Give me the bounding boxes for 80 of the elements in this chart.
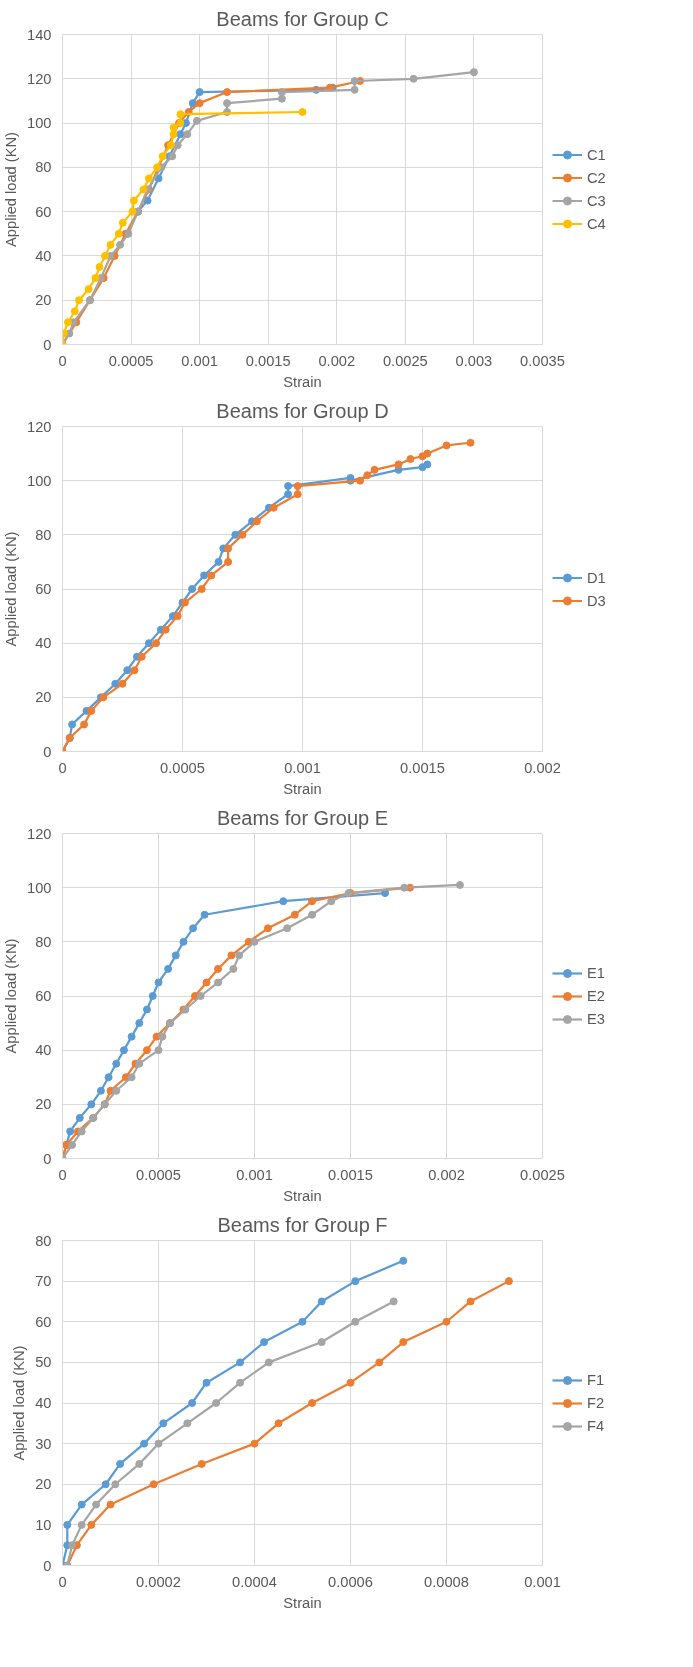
- chart-title: Beams for Group C: [216, 7, 389, 30]
- legend-label: F2: [587, 1394, 606, 1411]
- x-tick-label: 0.002: [524, 759, 561, 776]
- x-tick-label: 0: [58, 1573, 67, 1590]
- x-tick-label: 0.0006: [328, 1573, 373, 1590]
- legend-label: E2: [587, 987, 606, 1004]
- x-tick-label: 0.0004: [232, 1573, 277, 1590]
- chart-title: Beams for Group E: [216, 806, 389, 829]
- x-tick-label: 0.0002: [136, 1573, 181, 1590]
- legend-label: C2: [587, 169, 607, 186]
- y-tick-label: 40: [35, 1395, 52, 1411]
- y-tick-label: 0: [43, 1557, 52, 1574]
- legend-label: E1: [587, 964, 606, 981]
- chart-title: Beams for Group F: [217, 1213, 388, 1236]
- x-tick-label: 0.001: [284, 759, 321, 776]
- y-tick-label: 0: [43, 336, 52, 353]
- x-tick-label: 0: [58, 352, 67, 369]
- legend-label: F1: [587, 1371, 606, 1388]
- y-tick-label: 0: [43, 1150, 52, 1167]
- x-tick-label: 0.002: [428, 1166, 465, 1183]
- x-tick-label: 0.0015: [245, 352, 291, 369]
- y-tick-label: 80: [35, 933, 52, 950]
- x-tick-label: 0.002: [318, 352, 356, 369]
- y-tick-label: 20: [35, 689, 52, 706]
- x-tick-label: 0.0005: [136, 1166, 181, 1183]
- legend-label: F4: [587, 1417, 606, 1434]
- x-tick-label: 0.001: [181, 352, 218, 369]
- x-tick-label: 0.0035: [520, 352, 565, 369]
- y-tick-label: 40: [35, 247, 52, 264]
- y-tick-label: 120: [27, 418, 52, 435]
- x-tick-label: 0.0015: [328, 1166, 373, 1183]
- y-tick-label: 60: [35, 988, 52, 1004]
- y-tick-label: 100: [27, 472, 52, 489]
- x-tick-label: 0.0015: [400, 759, 445, 776]
- x-axis-title: Strain: [283, 1187, 322, 1204]
- y-axis-title: Applied load (KN): [3, 531, 20, 647]
- x-tick-label: 0.0005: [160, 759, 205, 776]
- x-tick-label: 0.001: [524, 1573, 561, 1590]
- y-tick-label: 40: [35, 1042, 52, 1059]
- y-tick-label: 120: [27, 70, 52, 87]
- y-tick-label: 140: [27, 26, 52, 43]
- y-tick-label: 60: [35, 1313, 52, 1330]
- x-tick-label: 0.0025: [520, 1166, 565, 1183]
- x-axis-title: Strain: [283, 780, 322, 797]
- y-tick-label: 70: [35, 1273, 52, 1290]
- y-tick-label: 100: [27, 879, 52, 896]
- y-tick-label: 20: [35, 1476, 52, 1493]
- x-axis-title: Strain: [283, 373, 322, 390]
- y-tick-label: 60: [35, 203, 52, 220]
- y-tick-label: 30: [35, 1435, 52, 1452]
- x-tick-label: 0.0008: [424, 1573, 469, 1590]
- y-tick-label: 10: [35, 1516, 52, 1533]
- legend-label: C4: [587, 215, 607, 232]
- y-tick-label: 40: [35, 635, 52, 652]
- chart-title: Beams for Group D: [216, 399, 389, 422]
- y-tick-label: 120: [27, 825, 52, 842]
- y-tick-label: 80: [35, 1232, 52, 1249]
- x-axis-title: Strain: [283, 1594, 322, 1611]
- y-tick-label: 60: [35, 581, 52, 597]
- y-axis-title: Applied load (KN): [3, 132, 20, 247]
- y-tick-label: 20: [35, 1096, 52, 1113]
- x-tick-label: 0.0025: [382, 352, 428, 369]
- y-tick-label: 50: [35, 1354, 52, 1371]
- legend-label: E3: [587, 1010, 606, 1027]
- y-tick-label: 20: [35, 292, 52, 309]
- x-tick-label: 0: [58, 1166, 67, 1183]
- y-tick-label: 80: [35, 159, 52, 176]
- x-tick-label: 0.001: [236, 1166, 273, 1183]
- x-tick-label: 0: [58, 759, 67, 776]
- y-tick-label: 80: [35, 526, 52, 543]
- legend-label: D1: [587, 569, 607, 585]
- legend-label: D3: [587, 592, 607, 608]
- y-tick-label: 100: [27, 115, 52, 132]
- y-tick-label: 0: [43, 743, 52, 760]
- x-tick-label: 0.0005: [108, 352, 154, 369]
- legend-label: C3: [587, 192, 607, 209]
- legend-label: C1: [587, 146, 607, 163]
- y-axis-title: Applied load (KN): [11, 1345, 28, 1461]
- y-axis-title: Applied load (KN): [3, 938, 20, 1054]
- x-tick-label: 0.003: [455, 352, 493, 369]
